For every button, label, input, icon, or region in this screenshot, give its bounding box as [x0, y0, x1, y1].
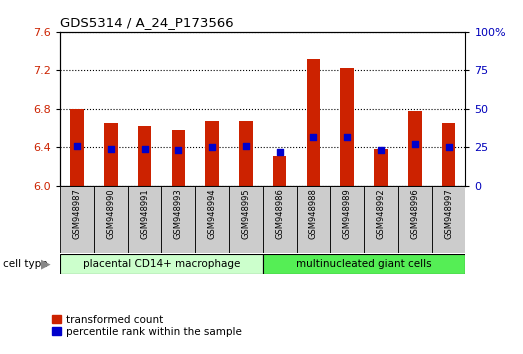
Text: GSM948992: GSM948992 [377, 189, 385, 239]
Text: GSM948986: GSM948986 [275, 189, 284, 239]
FancyBboxPatch shape [431, 186, 465, 253]
Point [445, 144, 453, 150]
Text: GDS5314 / A_24_P173566: GDS5314 / A_24_P173566 [60, 16, 234, 29]
FancyBboxPatch shape [60, 254, 263, 274]
FancyBboxPatch shape [195, 186, 229, 253]
Bar [206, 121, 219, 186]
FancyBboxPatch shape [364, 186, 398, 253]
FancyBboxPatch shape [331, 186, 364, 253]
Point [174, 148, 183, 153]
FancyBboxPatch shape [263, 254, 465, 274]
Text: GSM948989: GSM948989 [343, 189, 352, 239]
FancyBboxPatch shape [398, 186, 431, 253]
Bar [239, 121, 253, 186]
Bar [306, 59, 320, 186]
Point [377, 148, 385, 153]
Text: GSM948990: GSM948990 [106, 189, 115, 239]
Bar [104, 123, 118, 186]
Bar [70, 109, 84, 186]
Text: cell type: cell type [3, 259, 47, 269]
Text: GSM948991: GSM948991 [140, 189, 149, 239]
Point [343, 134, 351, 139]
Point [309, 134, 317, 139]
Bar [273, 156, 287, 186]
FancyBboxPatch shape [297, 186, 331, 253]
FancyBboxPatch shape [229, 186, 263, 253]
Text: multinucleated giant cells: multinucleated giant cells [297, 259, 432, 269]
Text: GSM948987: GSM948987 [73, 189, 82, 239]
Point [140, 146, 149, 152]
FancyBboxPatch shape [162, 186, 195, 253]
Bar [408, 111, 422, 186]
Point [411, 142, 419, 147]
Text: GSM948994: GSM948994 [208, 189, 217, 239]
Text: GSM948996: GSM948996 [411, 189, 419, 239]
Point [276, 149, 284, 155]
Text: GSM948997: GSM948997 [444, 189, 453, 239]
Point [208, 144, 217, 150]
Point [242, 143, 250, 149]
Bar [374, 149, 388, 186]
FancyBboxPatch shape [128, 186, 162, 253]
Bar [138, 126, 151, 186]
Point [107, 146, 115, 152]
Text: placental CD14+ macrophage: placental CD14+ macrophage [83, 259, 240, 269]
FancyBboxPatch shape [94, 186, 128, 253]
Text: GSM948993: GSM948993 [174, 189, 183, 239]
Legend: transformed count, percentile rank within the sample: transformed count, percentile rank withi… [52, 315, 242, 337]
Point [73, 143, 81, 149]
Text: ▶: ▶ [41, 258, 51, 270]
Text: GSM948988: GSM948988 [309, 189, 318, 239]
Bar [172, 130, 185, 186]
FancyBboxPatch shape [263, 186, 297, 253]
Bar [340, 68, 354, 186]
Bar [442, 123, 456, 186]
Text: GSM948995: GSM948995 [242, 189, 251, 239]
FancyBboxPatch shape [60, 186, 94, 253]
